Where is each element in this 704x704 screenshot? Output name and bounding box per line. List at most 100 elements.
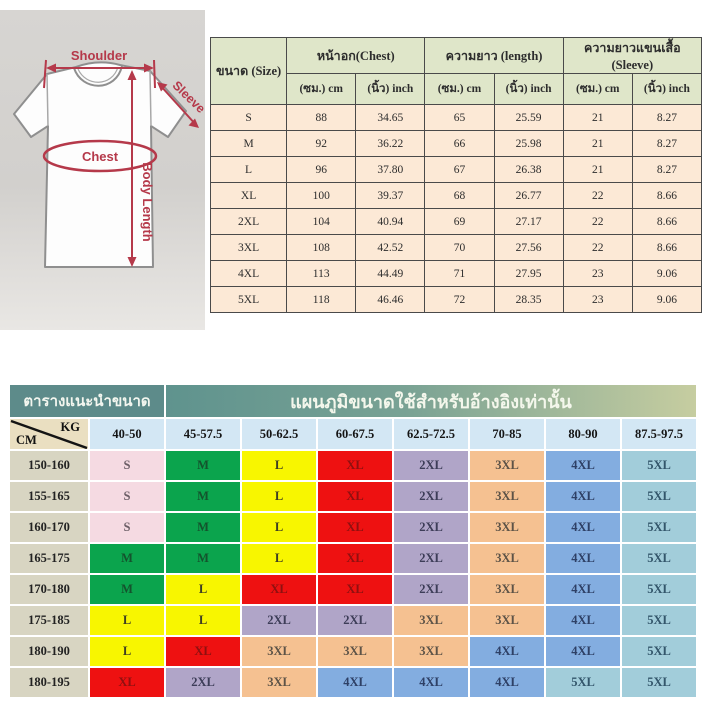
recommended-size-cell: XL xyxy=(166,637,240,666)
weight-range-header: 80-90 xyxy=(546,419,620,449)
height-range-header: 165-175 xyxy=(10,544,88,573)
measurement-cell: 22 xyxy=(562,208,633,235)
recommended-size-cell: L xyxy=(242,451,316,480)
measurement-cell: 113 xyxy=(286,260,357,287)
measurement-cell: 26.38 xyxy=(493,156,564,183)
recommended-size-cell: M xyxy=(166,451,240,480)
measurement-cell: 40.94 xyxy=(355,208,426,235)
recommended-size-cell: M xyxy=(166,513,240,542)
tshirt-outline xyxy=(13,61,187,268)
measurement-cell: 28.35 xyxy=(493,286,564,313)
recommended-size-cell: M xyxy=(166,544,240,573)
measurement-cell: 72 xyxy=(424,286,495,313)
axis-cm-label: CM xyxy=(16,433,37,447)
subheader-length-inch: (นิ้ว) inch xyxy=(493,73,564,105)
recommended-size-cell: 5XL xyxy=(622,606,696,635)
body-length-arrow xyxy=(127,70,137,267)
recommended-size-cell: XL xyxy=(318,451,392,480)
measurement-cell: 66 xyxy=(424,130,495,157)
measurement-cell: 9.06 xyxy=(631,286,703,313)
recommended-size-cell: 4XL xyxy=(546,513,620,542)
height-range-header: 150-160 xyxy=(10,451,88,480)
subheader-chest-inch: (นิ้ว) inch xyxy=(355,73,426,105)
fit-chart-row: 150-160 S M L XL 2XL 3XL 4XL 5XL xyxy=(10,451,696,480)
measurement-cell: 27.17 xyxy=(493,208,564,235)
height-range-header: 160-170 xyxy=(10,513,88,542)
recommended-size-cell: M xyxy=(90,544,164,573)
recommended-size-cell: S xyxy=(90,451,164,480)
measurement-cell: 22 xyxy=(562,234,633,261)
axis-corner-cell: KG CM xyxy=(10,419,88,449)
tshirt-neck-rib xyxy=(77,66,119,83)
tshirt-neck xyxy=(73,65,123,87)
size-label-cell: 3XL xyxy=(209,234,288,261)
measurement-cell: 70 xyxy=(424,234,495,261)
size-table-row: 5XL 118 46.46 72 28.35 23 9.06 xyxy=(209,286,703,313)
recommended-size-cell: XL xyxy=(318,544,392,573)
height-range-header: 155-165 xyxy=(10,482,88,511)
recommended-size-cell: L xyxy=(90,606,164,635)
recommended-size-cell: 2XL xyxy=(394,575,468,604)
height-range-header: 170-180 xyxy=(10,575,88,604)
recommended-size-cell: 2XL xyxy=(394,451,468,480)
recommended-size-cell: 4XL xyxy=(546,451,620,480)
recommended-size-cell: 4XL xyxy=(546,544,620,573)
fit-chart-title-left: ตารางแนะนำขนาด xyxy=(10,385,164,417)
recommended-size-cell: 3XL xyxy=(394,606,468,635)
recommended-size-cell: 3XL xyxy=(242,668,316,697)
fit-chart-title-right: แผนภูมิขนาดใช้สำหรับอ้างอิงเท่านั้น xyxy=(166,385,696,417)
weight-range-header: 45-57.5 xyxy=(166,419,240,449)
measurement-cell: 118 xyxy=(286,286,357,313)
measurement-cell: 23 xyxy=(562,286,633,313)
size-table-row: M 92 36.22 66 25.98 21 8.27 xyxy=(209,130,703,157)
recommended-size-cell: XL xyxy=(90,668,164,697)
measurement-cell: 92 xyxy=(286,130,357,157)
weight-range-header: 62.5-72.5 xyxy=(394,419,468,449)
measurement-cell: 21 xyxy=(562,104,633,131)
measurement-cell: 8.66 xyxy=(631,234,703,261)
measurement-cell: 22 xyxy=(562,182,633,209)
recommended-size-cell: 5XL xyxy=(622,575,696,604)
recommended-size-cell: 2XL xyxy=(318,606,392,635)
measurement-cell: 8.27 xyxy=(631,104,703,131)
fit-chart-row: 170-180 M L XL XL 2XL 3XL 4XL 5XL xyxy=(10,575,696,604)
header-sleeve: ความยาวแขนเสื้อ (Sleeve) xyxy=(562,37,703,74)
recommended-size-cell: 4XL xyxy=(546,637,620,666)
recommended-size-cell: L xyxy=(242,482,316,511)
fit-chart-row: 180-195 XL 2XL 3XL 4XL 4XL 4XL 5XL 5XL xyxy=(10,668,696,697)
recommended-size-cell: 5XL xyxy=(622,544,696,573)
recommended-size-cell: 2XL xyxy=(242,606,316,635)
recommended-size-cell: 3XL xyxy=(242,637,316,666)
axis-diagonal-line xyxy=(10,419,88,449)
fit-chart-title-row: ตารางแนะนำขนาด แผนภูมิขนาดใช้สำหรับอ้างอ… xyxy=(10,385,696,417)
measurement-cell: 36.22 xyxy=(355,130,426,157)
recommended-size-cell: S xyxy=(90,482,164,511)
tshirt-seams xyxy=(46,70,152,127)
tshirt-diagram: Shoulder Sleeve Chest Body Length xyxy=(13,48,205,268)
measurement-cell: 8.66 xyxy=(631,208,703,235)
recommended-size-cell: XL xyxy=(242,575,316,604)
weight-range-header: 60-67.5 xyxy=(318,419,392,449)
recommended-size-cell: 5XL xyxy=(622,668,696,697)
measurement-cell: 68 xyxy=(424,182,495,209)
recommended-size-cell: M xyxy=(166,482,240,511)
recommended-size-cell: 2XL xyxy=(394,482,468,511)
measurement-cell: 27.56 xyxy=(493,234,564,261)
fit-chart-row: 175-185 L L 2XL 2XL 3XL 3XL 4XL 5XL xyxy=(10,606,696,635)
size-table-row: L 96 37.80 67 26.38 21 8.27 xyxy=(209,156,703,183)
size-label-cell: 2XL xyxy=(209,208,288,235)
shoulder-label: Shoulder xyxy=(71,48,127,63)
sleeve-arrow xyxy=(157,82,199,128)
recommended-size-cell: 2XL xyxy=(394,544,468,573)
size-table-row: S 88 34.65 65 25.59 21 8.27 xyxy=(209,104,703,131)
measurement-cell: 21 xyxy=(562,156,633,183)
header-chest: หน้าอก(Chest) xyxy=(286,37,426,74)
recommended-size-cell: 4XL xyxy=(546,575,620,604)
measurement-cell: 96 xyxy=(286,156,357,183)
recommended-size-cell: XL xyxy=(318,575,392,604)
measurement-cell: 8.27 xyxy=(631,156,703,183)
recommended-size-cell: S xyxy=(90,513,164,542)
axis-kg-label: KG xyxy=(60,420,80,434)
measurement-cell: 69 xyxy=(424,208,495,235)
size-table-row: XL 100 39.37 68 26.77 22 8.66 xyxy=(209,182,703,209)
